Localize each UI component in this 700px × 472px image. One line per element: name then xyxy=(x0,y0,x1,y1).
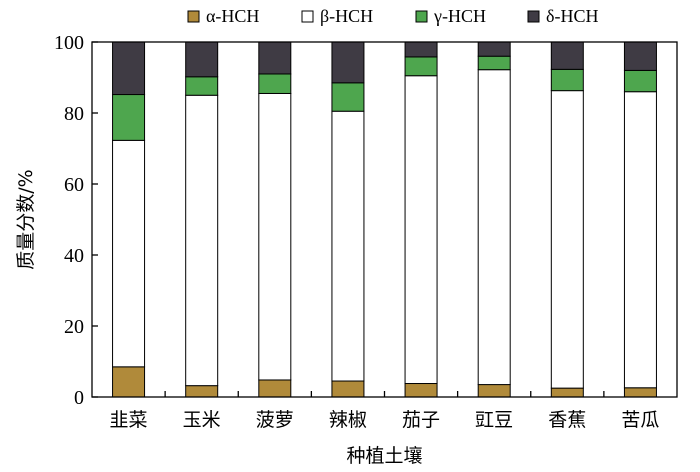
bar-segment-7-series-4 xyxy=(550,41,584,70)
x-category-label: 香蕉 xyxy=(548,409,586,431)
x-axis-title: 种植土壤 xyxy=(346,445,422,467)
legend-label: β-HCH xyxy=(320,6,373,26)
plot-area-frame xyxy=(91,41,678,398)
bar-segment-3-series-1 xyxy=(258,379,292,398)
y-tick-label: 20 xyxy=(64,316,84,338)
y-axis-title: 质量分数/% xyxy=(15,169,37,269)
x-category-label: 茄子 xyxy=(402,409,440,431)
bar-segment-5-series-1 xyxy=(404,383,438,398)
y-tick-label: 100 xyxy=(54,32,84,54)
legend-swatch xyxy=(415,10,428,23)
x-category-label: 辣椒 xyxy=(329,409,367,431)
bar-segment-2-series-2 xyxy=(185,94,219,387)
bar-segment-4-series-2 xyxy=(331,110,365,382)
x-category-label: 苦瓜 xyxy=(621,409,659,431)
bar-segment-5-series-4 xyxy=(404,41,438,58)
x-axis: 韭菜 玉米 菠萝 辣椒 茄子 豇豆 香蕉 苦瓜 xyxy=(110,391,659,431)
bar-segment-3-series-4 xyxy=(258,41,292,75)
bar-segment-4-series-4 xyxy=(331,41,365,84)
y-tick-label: 0 xyxy=(74,387,84,409)
y-tick-label: 60 xyxy=(64,174,84,196)
bar-segment-1-series-4 xyxy=(112,41,146,96)
bar-segments xyxy=(112,41,657,398)
bar-segment-7-series-2 xyxy=(550,90,584,389)
bar-segment-8-series-1 xyxy=(623,387,657,398)
legend-swatch xyxy=(527,10,540,23)
bar-segment-5-series-3 xyxy=(404,56,438,77)
x-category-label: 韭菜 xyxy=(110,409,148,431)
y-tick-label: 40 xyxy=(64,245,84,267)
bar-segment-2-series-1 xyxy=(185,385,219,398)
x-category-label: 菠萝 xyxy=(256,409,294,431)
legend-label: α-HCH xyxy=(206,6,259,26)
bar-segment-3-series-3 xyxy=(258,73,292,94)
bar-segment-7-series-3 xyxy=(550,68,584,92)
bar-segment-8-series-2 xyxy=(623,91,657,389)
bar-segment-6-series-4 xyxy=(477,41,511,57)
bar-segment-6-series-3 xyxy=(477,55,511,71)
bar-segment-3-series-2 xyxy=(258,92,292,381)
bar-segment-1-series-2 xyxy=(112,139,146,368)
x-category-label: 豇豆 xyxy=(475,409,513,431)
bar-segment-1-series-3 xyxy=(112,94,146,141)
x-category-label: 玉米 xyxy=(183,409,221,431)
bar-segment-6-series-1 xyxy=(477,384,511,398)
y-axis: 0 20 40 60 80 100 xyxy=(54,32,98,409)
bar-segment-4-series-1 xyxy=(331,380,365,398)
legend-swatch xyxy=(187,10,200,23)
bar-segment-4-series-3 xyxy=(331,82,365,112)
bar-segment-2-series-4 xyxy=(185,41,219,78)
legend: α-HCH β-HCH γ-HCH δ-HCH xyxy=(187,6,598,26)
bar-segment-7-series-1 xyxy=(550,387,584,398)
legend-label: γ-HCH xyxy=(433,6,486,26)
bar-segment-1-series-1 xyxy=(112,366,146,398)
bar-segment-8-series-4 xyxy=(623,41,657,71)
bar-segment-5-series-2 xyxy=(404,75,438,385)
y-tick-label: 80 xyxy=(64,103,84,125)
bar-segment-6-series-2 xyxy=(477,69,511,386)
legend-swatch xyxy=(301,10,314,23)
legend-label: δ-HCH xyxy=(546,6,598,26)
bar-segment-2-series-3 xyxy=(185,76,219,96)
bar-segment-8-series-3 xyxy=(623,69,657,93)
